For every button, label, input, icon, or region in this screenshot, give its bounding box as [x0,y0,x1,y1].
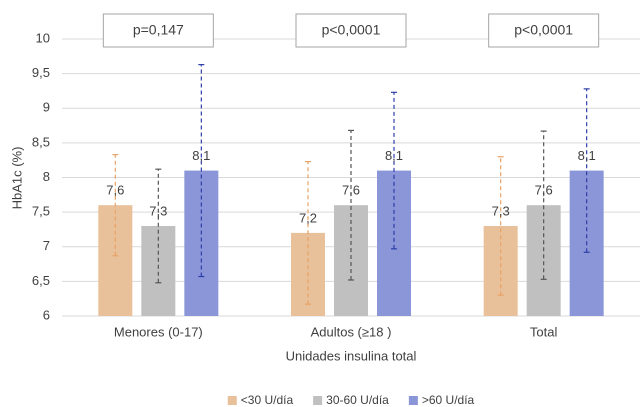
y-tick-label: 7 [43,238,50,253]
legend-swatch [227,396,237,405]
legend-label: >60 U/día [422,393,475,407]
x-axis-title: Unidades insulina total [286,348,417,363]
x-tick-label: Menores (0-17) [114,324,203,339]
legend-swatch [408,396,418,405]
bar [526,205,561,316]
data-label: 7,3 [492,203,510,218]
y-tick-label: 6,5 [32,273,50,288]
bar [184,170,219,316]
bar [98,205,133,316]
y-tick-label: 7,5 [32,204,50,219]
x-tick-label: Total [530,324,558,339]
annotation: p<0,0001 [514,22,573,38]
y-axis-title: HbA1c (%) [9,147,24,210]
y-tick-label: 9,5 [32,65,50,80]
data-label: 7,2 [299,210,317,225]
legend-label: <30 U/día [241,393,294,407]
annotation-box [295,13,407,48]
data-label: 8,1 [578,148,596,163]
bar [141,225,176,316]
y-tick-label: 6 [43,307,50,322]
data-label: 8,1 [385,148,403,163]
data-label: 7,6 [106,183,124,198]
x-tick-label: Adultos (≥18 ) [311,324,392,339]
y-tick-label: 8,5 [32,134,50,149]
data-label: 7,6 [342,183,360,198]
annotation-box [102,13,214,48]
annotation-box [488,13,600,48]
data-label: 7,6 [535,183,553,198]
y-tick-label: 8 [43,169,50,184]
bar [377,170,411,316]
annotation: p=0,147 [133,22,184,38]
annotation: p<0,0001 [322,22,381,38]
y-tick-label: 9 [43,100,50,115]
data-label: 8,1 [192,148,210,163]
data-label: 7,3 [149,203,167,218]
legend-label: 30-60 U/día [326,393,389,407]
y-tick-label: 10 [36,30,50,45]
legend-swatch [313,396,323,405]
